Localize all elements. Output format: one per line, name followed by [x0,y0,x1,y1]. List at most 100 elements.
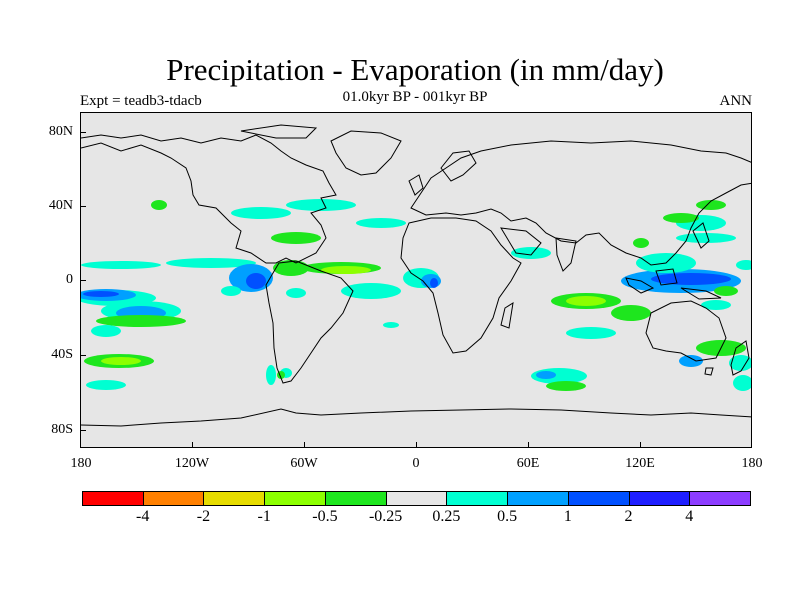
anomaly-region [729,355,751,371]
borneo-coast [655,268,678,286]
anomaly-region [271,232,321,244]
color-swatch [567,491,630,506]
japan-coast [692,222,710,249]
lon-label-120e: 120E [625,456,655,471]
color-swatch [689,491,751,506]
map-panel [80,112,752,448]
lat-label-0: 0 [66,272,73,287]
anomaly-region [546,381,586,391]
color-swatch [507,491,569,506]
india-coast [555,237,577,272]
madagascar-coast [500,301,514,329]
tasmania-coast [704,367,714,376]
anomaly-region [696,200,726,210]
anomaly-region [341,283,401,299]
coastlines [81,124,751,427]
lon-label-180e: 180 [741,456,763,471]
lat-label-40n: 40N [48,198,73,213]
anomaly-region [611,305,651,321]
anomaly-region [651,273,731,285]
anomaly-region [356,218,406,228]
color-legend-label: -4 [136,508,150,525]
anomaly-region [81,261,161,269]
anomaly-region [714,286,738,296]
anomaly-region [96,315,186,327]
anomaly-region [663,213,699,223]
color-swatch [142,491,205,506]
anomaly-region [566,327,616,339]
color-legend-label: 1 [563,508,572,525]
color-legend-label: -0.25 [368,508,403,525]
lon-label-180w: 180 [70,456,92,471]
australia-coast [645,300,727,362]
scandinavia-coast [440,150,477,182]
lat-tick [80,132,86,133]
color-legend-label: -0.5 [312,508,338,525]
africa-coast [400,217,522,354]
color-swatch [203,491,266,506]
color-swatch [82,491,144,506]
south-america-coast [265,260,354,384]
anomaly-region [221,286,241,296]
lon-tick [304,442,305,448]
anomaly-region [676,233,736,243]
new-zealand-coast [730,340,750,376]
color-legend-label: 0.25 [432,508,461,525]
lon-tick [640,442,641,448]
anomaly-region [151,200,167,210]
lon-tick [416,442,417,448]
anomaly-region [91,325,121,337]
color-swatch [446,491,509,506]
lon-label-60e: 60E [516,456,540,471]
color-legend-label: 4 [685,508,694,525]
period-subtitle: 01.0kyr BP - 001kyr BP [342,89,488,105]
anomaly-region [536,371,556,379]
lat-tick [80,355,86,356]
greenland-coast [330,130,402,176]
anomaly-region [733,375,751,391]
world-map [81,113,751,447]
anomaly-region [83,291,119,297]
anomaly-shading [81,199,751,391]
uk-coast [408,174,424,196]
anomaly-region [430,278,438,288]
season-label: ANN [719,93,753,109]
color-legend [82,491,751,507]
north-america-coast [81,134,337,264]
lon-label-60w: 60W [290,456,318,471]
anomaly-region [566,296,606,306]
color-legend-label: 2 [624,508,633,525]
experiment-label: Expt = teadb3-tdacb [80,93,202,109]
map-title: Precipitation - Evaporation (in mm/day) [166,52,664,87]
lat-label-80s: 80S [51,422,73,437]
color-swatch [324,491,387,506]
anomaly-region [101,357,141,365]
antarctica-coast [81,408,751,427]
sumatra-coast [625,277,655,294]
anomaly-region [679,355,703,367]
anomaly-region [701,300,731,310]
arctic-islands-coast [240,124,318,139]
anomaly-region [86,380,126,390]
lat-label-80n: 80N [48,124,73,139]
color-legend-label: -1 [257,508,271,525]
anomaly-region [266,365,276,385]
lat-tick [80,280,86,281]
eurasia-coast [410,140,751,266]
anomaly-region [633,238,649,248]
anomaly-region [286,199,356,211]
anomaly-region [231,207,291,219]
anomaly-region [273,260,309,276]
lat-tick [80,430,86,431]
lon-tick [528,442,529,448]
color-swatch [385,491,448,506]
anomaly-region [511,247,551,259]
anomaly-region [383,322,399,328]
lon-label-120w: 120W [174,456,210,471]
lat-tick [80,206,86,207]
color-swatch [628,491,691,506]
new-guinea-coast [680,287,722,300]
lat-label-40s: 40S [51,347,73,362]
anomaly-region [286,288,306,298]
lon-label-0: 0 [412,456,420,471]
